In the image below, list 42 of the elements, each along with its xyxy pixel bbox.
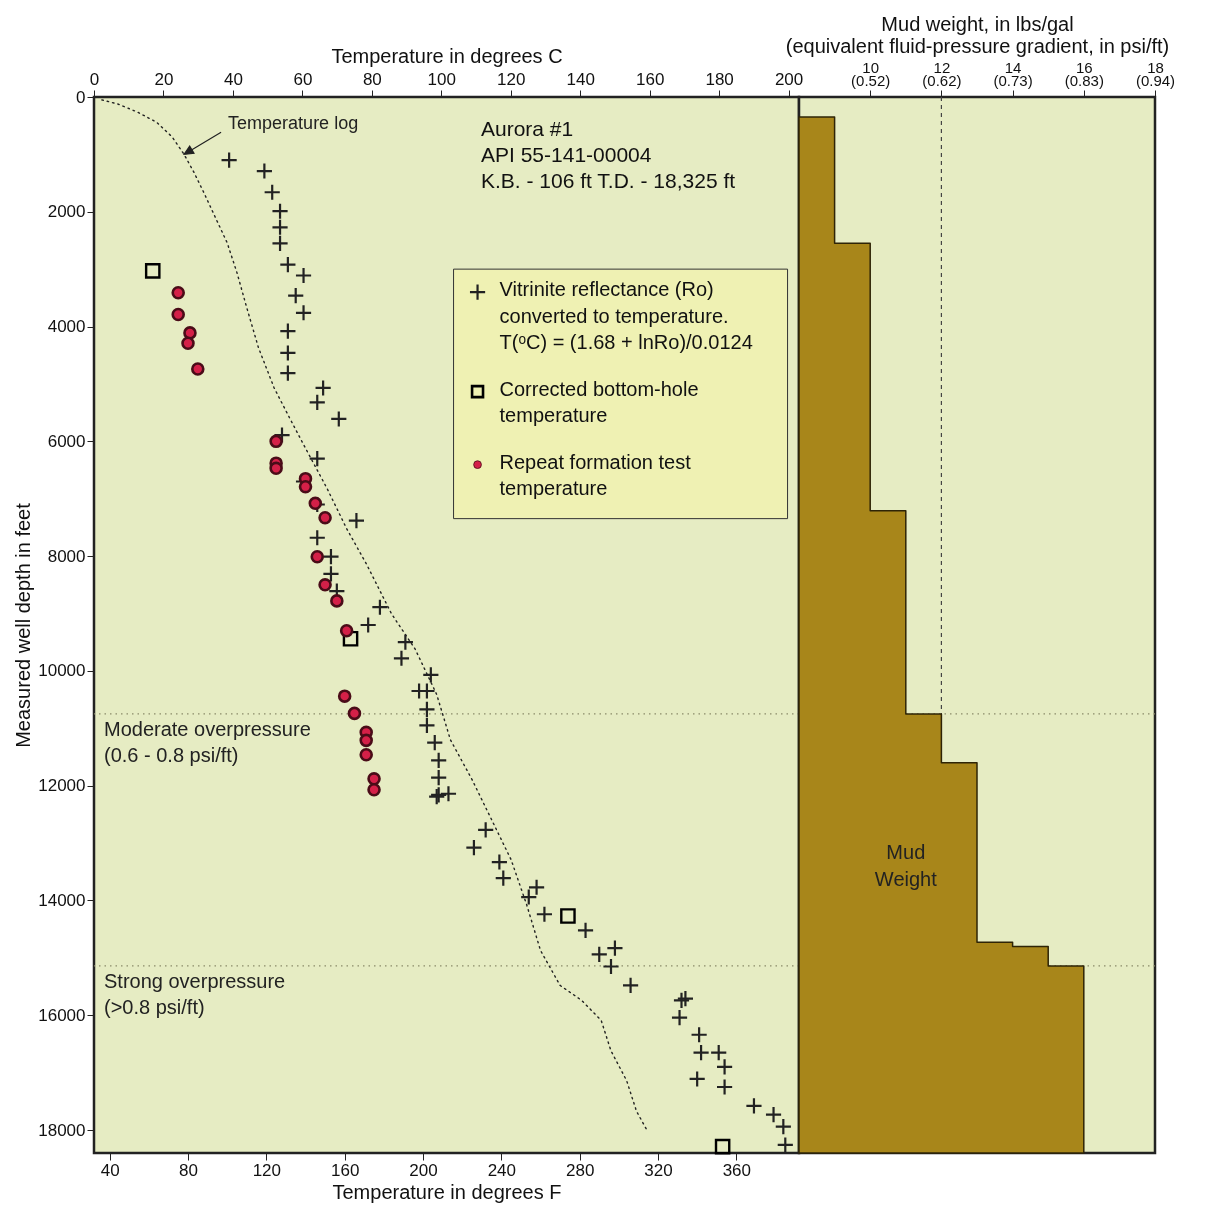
x-tick-label: 10 [862,58,880,76]
annotation: Aurora #1 API 55-141-00004 K.B. - 106 ft T.D. - 18,325 ft [481,117,736,192]
ref-line-label: Moderate overpressure (0.6 - 0.8 psi/ft) [104,717,311,766]
x-axis-title: Temperature in degrees F [332,1180,562,1203]
x2-tick-label: 20 [154,69,174,89]
annotation: Temperature log [228,113,359,134]
y-tick-label: 0 [76,87,86,107]
x-tick-label: 120 [252,1160,282,1180]
y-tick-label: 4000 [47,317,86,337]
y-tick-label: 12000 [38,776,86,796]
x2-tick-label: 140 [566,69,595,89]
y-tick-label: 10000 [38,661,86,681]
x-tick-label: 280 [565,1160,595,1180]
x-tick-label: 200 [409,1160,438,1180]
x2-axis-title: Temperature in degrees C [331,44,563,67]
ref-line-label: Strong overpressure (>0.8 psi/ft) [104,969,286,1018]
y-tick-label: 16000 [38,1005,86,1025]
x-tick-label: 360 [722,1160,752,1180]
series-label: Mud Weight [874,840,938,890]
x-tick-label: 14 [1004,58,1022,76]
x-tick-label: 240 [487,1160,517,1180]
legend-label: Repeat formation test temperature [499,450,692,500]
legend-label: Corrected bottom-hole temperature [499,377,699,427]
x-tick-label: 80 [179,1160,198,1180]
x-tick-label: 320 [644,1160,673,1180]
y-tick-label: 2000 [47,202,86,222]
y-tick-label: 18000 [38,1120,86,1140]
y-axis-title: Measured well depth in feet [12,502,35,748]
y-tick-label: 6000 [47,431,86,451]
x2-tick-label: 60 [293,69,313,89]
x2-tick-label: 0 [89,69,100,89]
legend-label: Vitrinite reflectance (Ro) converted to temperature. T(ᵒC) = (1.68 + lnRo)/0.0124 [499,278,753,354]
x-tick-label: 16 [1075,58,1093,76]
x-tick-label: 40 [100,1160,120,1180]
y-tick-label: 8000 [47,546,86,566]
x-tick-label: 12 [933,58,951,76]
y-tick-label: 14000 [38,890,86,910]
x-axis-title: Mud weight, in lbs/gal (equivalent fluid-pressure gradient, in psi/ft) [785,12,1170,57]
x2-tick-label: 100 [427,69,456,89]
x2-tick-label: 180 [705,69,734,89]
x-tick-label: 18 [1147,58,1164,76]
x-tick-label: 160 [330,1160,360,1180]
